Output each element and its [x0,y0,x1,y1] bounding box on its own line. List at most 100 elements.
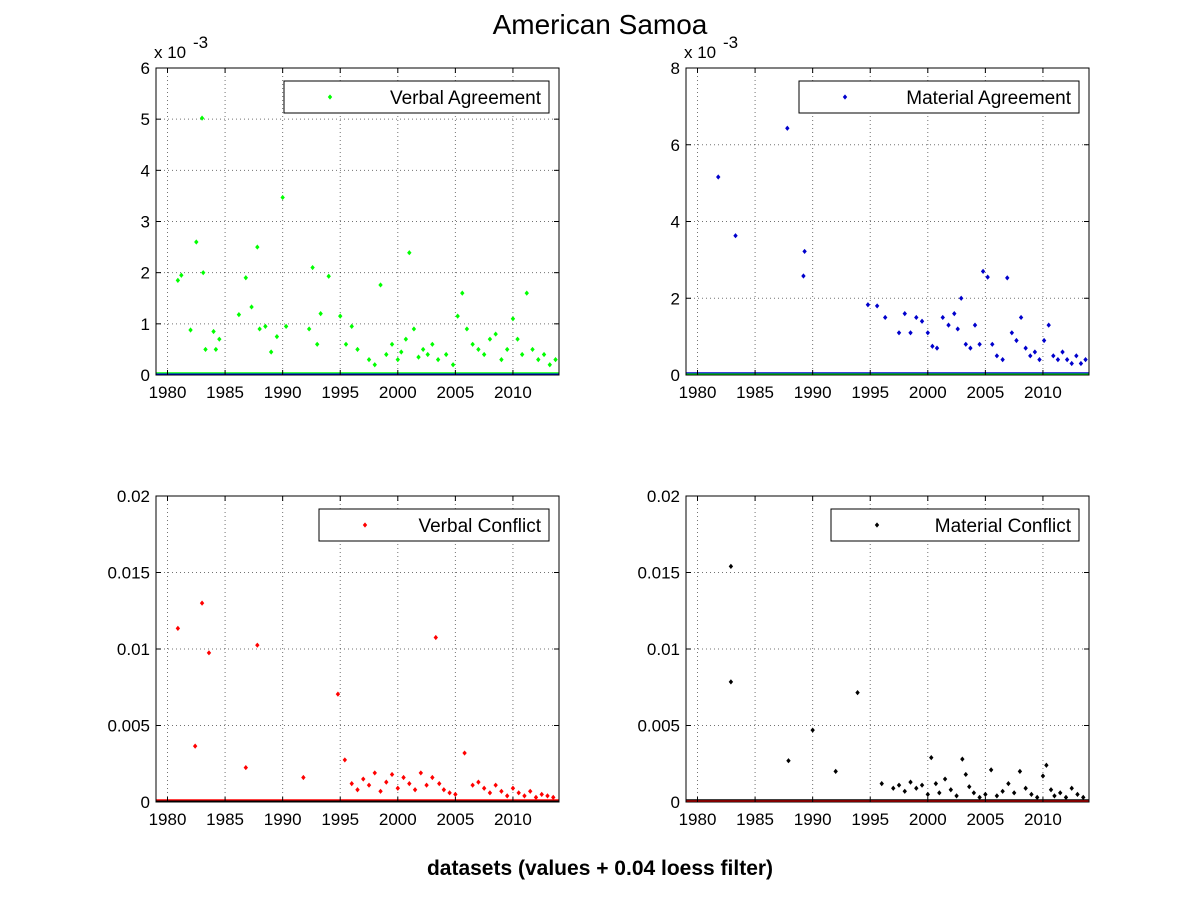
y-tick-label: 0.005 [637,717,680,736]
x-tick-label: 1980 [149,810,187,829]
data-point [1081,794,1086,801]
y-tick-label: 2 [141,264,150,283]
data-point [930,343,935,349]
data-point [802,248,807,255]
data-point [1005,275,1010,281]
data-point [213,346,219,353]
data-point [424,782,429,788]
x-tick-label: 2010 [494,383,532,402]
data-point [733,233,738,239]
x-tick-label: 2005 [436,383,474,402]
data-point [1060,349,1065,355]
subplot-3: 1980 1985 1990 1995 2000 2005 2010 0 0.005 0.01 0.… [107,487,560,829]
data-point [988,767,994,773]
x-tick-label: 1990 [794,383,832,402]
data-point [551,794,556,801]
y-tick-label: 2 [671,289,680,308]
x-tick-label: 1990 [794,810,832,829]
data-point [933,781,939,787]
data-point [963,771,968,778]
y-tick-label: 0.01 [117,640,150,659]
plot-area [686,496,1089,802]
data-point [545,793,550,799]
data-point [983,791,988,797]
x-tick-label: 1985 [206,810,244,829]
data-point [274,334,280,340]
y-tick-label: 5 [141,110,150,129]
data-point [411,326,417,332]
data-point [188,327,193,333]
data-point [1006,781,1011,787]
data-point [914,314,919,321]
data-point [519,351,525,358]
data-point [243,764,249,771]
legend-marker [874,522,880,528]
data-point [335,691,341,697]
data-point [361,776,366,782]
y-exponent-label: x 10 [684,43,716,62]
data-point [879,781,884,787]
data-point [399,349,404,355]
data-point [430,341,435,347]
y-tick-label: 0.015 [637,564,680,583]
data-point [418,770,424,776]
data-point [728,679,734,685]
data-point [1011,790,1017,796]
x-tick-label: 2005 [966,810,1004,829]
data-point [315,341,320,347]
data-point [416,354,421,360]
data-point [318,311,323,317]
data-point [435,357,441,363]
data-point [1037,357,1042,363]
data-point [1069,785,1074,791]
data-point [874,303,880,309]
x-tick-label: 1995 [321,383,359,402]
x-tick-label: 1985 [206,383,244,402]
x-tick-label: 1980 [679,383,717,402]
data-point [865,302,871,308]
data-point [343,341,349,347]
data-point [263,323,268,329]
data-point [1023,345,1028,351]
data-point [786,758,791,764]
data-point [1074,353,1079,359]
data-point [954,793,959,799]
figure-xlabel: datasets (values + 0.04 loess filter) [427,857,773,880]
y-exponent-label: x 10 [154,43,186,62]
data-point [810,727,815,733]
data-point [1046,322,1051,328]
data-point [217,336,222,342]
data-point [908,779,913,785]
data-point [1044,762,1049,768]
data-point [430,774,435,781]
data-point [1009,330,1015,336]
data-point [203,346,208,353]
y-tick-label: 0 [141,366,150,385]
data-point [919,318,925,324]
x-tick-label: 2010 [1024,383,1062,402]
data-point [963,341,968,347]
data-point [470,341,475,347]
data-point [1040,773,1046,779]
data-point [395,785,400,791]
data-point [450,362,456,368]
data-point [257,326,262,332]
data-point [960,756,965,762]
y-tick-label: 0.02 [647,487,680,506]
data-point [206,650,212,656]
data-point [437,781,442,787]
y-tick-label: 0.015 [107,564,150,583]
legend-label: Material Conflict [935,516,1072,537]
data-point [306,326,312,332]
data-point [464,326,470,332]
data-point [990,341,995,347]
data-point [971,790,977,796]
data-point [1029,791,1034,797]
data-point [255,244,260,250]
data-point [955,326,960,332]
data-point [389,341,395,347]
data-point [1023,785,1028,791]
data-point [301,774,306,781]
x-tick-label: 1980 [679,810,717,829]
data-point [211,328,216,335]
